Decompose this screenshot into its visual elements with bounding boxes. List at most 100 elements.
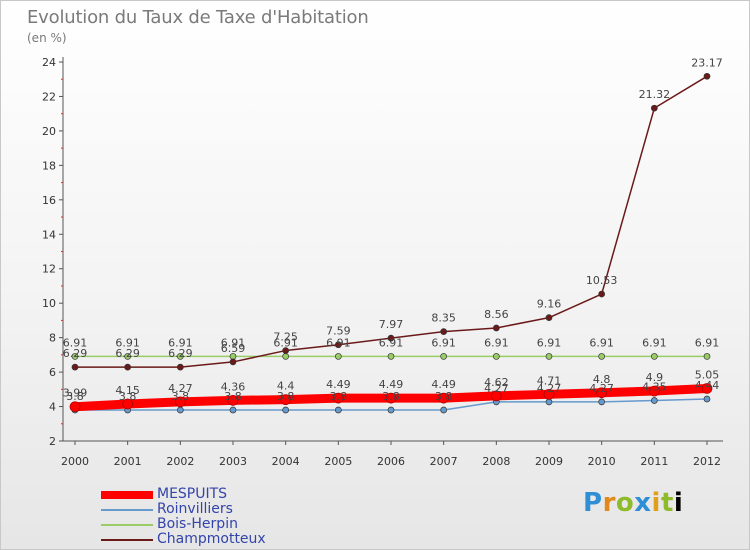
y-tick-label: 6 [49,366,56,379]
data-label: 3.8 [435,390,453,403]
data-label: 3.8 [382,390,400,403]
data-point [545,353,553,360]
y-tick-label: 22 [42,90,56,103]
legend-swatch [101,491,153,499]
y-tick-label: 10 [42,297,56,310]
data-label: 6.91 [695,336,720,349]
data-point [440,353,448,360]
legend-swatch [101,539,153,541]
data-point [650,353,658,360]
y-tick-label: 24 [42,56,56,69]
legend-swatch [101,524,153,526]
data-label: 4.15 [115,384,140,397]
data-label: 6.91 [63,336,88,349]
legend-label: MESPUITS [157,486,228,502]
data-label: 4.27 [537,382,562,395]
data-point [176,406,184,414]
data-point [282,347,290,354]
legend-label: Champmotteux [157,531,266,547]
data-label: 6.29 [63,347,88,360]
data-point [282,353,290,360]
y-tick-label: 18 [42,159,56,172]
data-label: 6.91 [221,336,246,349]
data-label: 4.71 [537,374,562,387]
x-tick-label: 2006 [377,455,405,468]
data-label: 3.8 [277,390,295,403]
x-tick-label: 2010 [588,455,616,468]
data-label: 3.8 [172,390,190,403]
data-label: 5.05 [695,368,720,381]
data-label: 4.4 [277,380,295,393]
data-label: 7.59 [326,325,351,338]
data-point [282,406,290,414]
data-label: 3.8 [330,390,348,403]
data-point [176,353,184,360]
y-tick-label: 12 [42,263,56,276]
data-label: 6.91 [431,336,456,349]
x-tick-label: 2007 [430,455,458,468]
data-point [438,392,450,404]
y-tick-label: 2 [49,435,56,448]
data-point [440,328,448,335]
data-point [387,406,395,414]
data-point [124,353,132,360]
y-tick-label: 16 [42,194,56,207]
data-label: 3.8 [119,390,137,403]
data-label: 21.32 [639,88,671,101]
data-label: 6.91 [326,336,351,349]
data-label: 6.91 [379,336,404,349]
data-point [598,353,606,360]
data-label: 6.29 [168,347,193,360]
x-tick-label: 2004 [272,455,300,468]
y-tick-label: 20 [42,125,56,138]
proxiti-logo: Proxiti [583,488,683,518]
data-point [280,394,292,406]
logo-letter: P [583,488,603,518]
data-point [596,387,608,399]
data-label: 4.9 [646,371,664,384]
data-label: 4.27 [589,382,614,395]
data-point [229,406,237,414]
data-label: 6.91 [484,336,509,349]
logo-letter: i [651,488,661,518]
data-point [227,394,239,406]
data-label: 3.8 [66,390,84,403]
data-label: 8.56 [484,308,509,321]
data-label: 4.35 [642,381,667,394]
data-point [440,406,448,414]
data-label: 6.91 [589,336,614,349]
data-point [650,104,658,112]
logo-letter: i [673,488,684,518]
data-point [545,398,553,406]
data-point [387,353,395,360]
data-point [543,388,555,400]
x-tick-label: 2002 [166,455,194,468]
data-label: 4.49 [326,378,351,391]
data-label: 4.49 [431,378,456,391]
data-label: 9.16 [537,298,562,311]
x-tick-label: 2008 [482,455,510,468]
data-label: 7.97 [379,318,404,331]
data-point [69,401,81,413]
data-point [703,353,711,360]
data-label: 8.35 [431,312,456,325]
data-label: 3.8 [224,390,242,403]
data-point [492,324,500,332]
data-point [387,334,395,342]
data-label: 4.8 [593,373,611,386]
data-point [174,396,186,408]
data-label: 6.91 [168,336,193,349]
data-point [122,398,134,410]
data-point [334,353,342,360]
data-label: 6.59 [221,342,246,355]
x-tick-label: 2000 [61,455,89,468]
y-tick-label: 8 [49,332,56,345]
data-label: 6.91 [642,336,667,349]
data-label: 3.99 [63,387,88,400]
x-tick-label: 2003 [219,455,247,468]
data-label: 4.62 [484,376,509,389]
logo-letter: t [660,488,674,518]
data-point [650,397,658,404]
